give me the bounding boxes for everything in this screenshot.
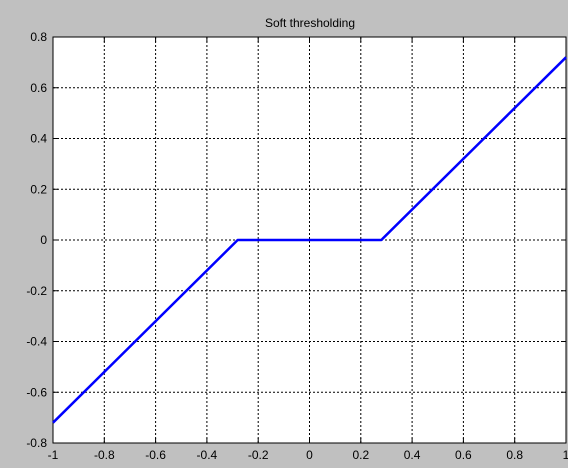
y-tick-label: 0.4 [30,132,47,146]
y-tick-label: 0.2 [30,182,47,196]
y-tick-label: -0.8 [26,436,47,450]
x-tick-label: 0.8 [506,448,523,462]
x-tick-label: 0.2 [352,448,369,462]
x-tick-label: 0 [306,448,313,462]
y-tick-label: 0.6 [30,81,47,95]
x-tick-label: 1 [563,448,568,462]
x-tick-label: -0.6 [145,448,166,462]
y-tick-label: -0.6 [26,385,47,399]
x-tick-label: 0.4 [404,448,421,462]
x-tick-label: -0.2 [248,448,269,462]
axis-ticks [52,36,567,444]
x-tick-label: -0.8 [94,448,115,462]
x-tick-label: 0.6 [455,448,472,462]
y-tick-label: 0 [40,233,47,247]
x-tick-label: -1 [48,448,59,462]
y-axis-tick-labels: -0.8 -0.6 -0.4 -0.2 0 0.2 0.4 0.6 0.8 [26,30,47,450]
x-tick-label: -0.4 [197,448,218,462]
y-tick-label: 0.8 [30,30,47,44]
series-line [52,56,567,424]
grid [53,37,566,443]
y-tick-label: -0.4 [26,335,47,349]
x-axis-tick-labels: -1 -0.8 -0.6 -0.4 -0.2 0 0.2 0.4 0.6 0.8 1 [48,448,568,462]
chart-title: Soft thresholding [265,16,355,30]
y-tick-label: -0.2 [26,284,47,298]
series-layer [52,56,567,424]
